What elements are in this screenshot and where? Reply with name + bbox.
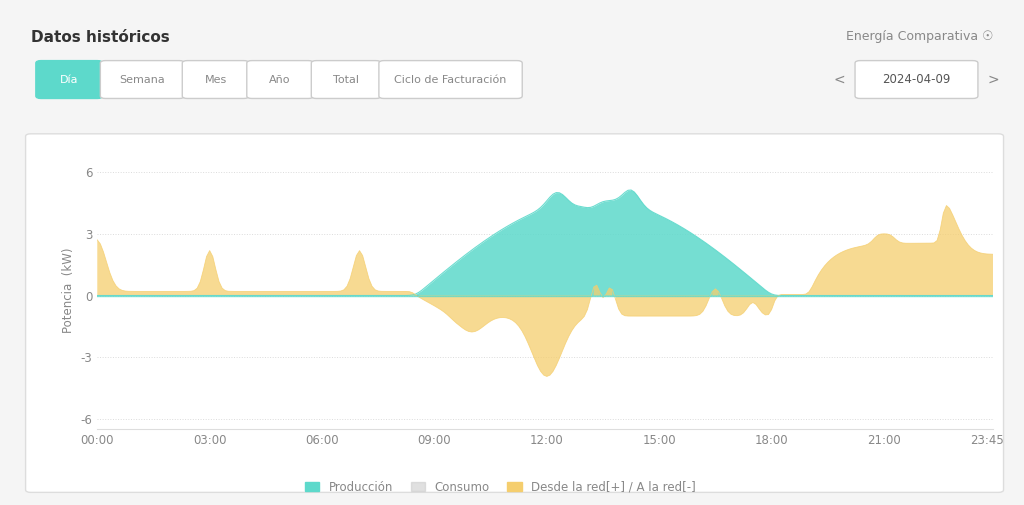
Y-axis label: Potencia  (kW): Potencia (kW): [62, 247, 75, 333]
Text: Semana: Semana: [120, 75, 165, 84]
Text: >: >: [987, 73, 999, 86]
Text: Energía Comparativa ☉: Energía Comparativa ☉: [846, 30, 993, 43]
FancyBboxPatch shape: [379, 61, 522, 98]
Text: Ciclo de Facturación: Ciclo de Facturación: [394, 75, 507, 84]
Text: <: <: [834, 73, 846, 86]
Text: Mes: Mes: [205, 75, 226, 84]
Text: Total: Total: [333, 75, 359, 84]
Text: Año: Año: [269, 75, 291, 84]
Text: 2024-04-09: 2024-04-09: [883, 73, 950, 86]
Legend: Producción, Consumo, Desde la red[+] / A la red[-]: Producción, Consumo, Desde la red[+] / A…: [300, 476, 700, 498]
FancyBboxPatch shape: [182, 61, 249, 98]
FancyBboxPatch shape: [100, 61, 184, 98]
FancyBboxPatch shape: [311, 61, 381, 98]
FancyBboxPatch shape: [855, 61, 978, 98]
Text: Día: Día: [59, 75, 79, 84]
FancyBboxPatch shape: [247, 61, 313, 98]
Text: Datos históricos: Datos históricos: [31, 30, 169, 45]
FancyBboxPatch shape: [36, 61, 102, 98]
FancyBboxPatch shape: [26, 134, 1004, 492]
